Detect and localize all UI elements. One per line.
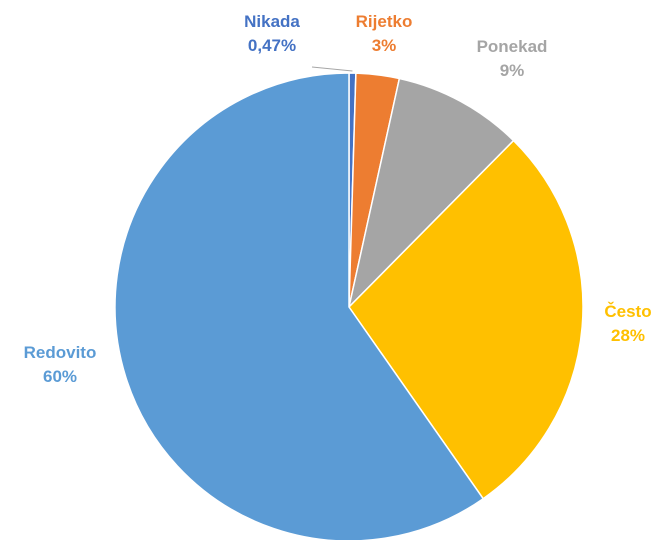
data-label-value-3: 28% (611, 326, 645, 345)
data-label-value-2: 9% (500, 61, 525, 80)
data-label-value-4: 60% (43, 367, 77, 386)
data-label-category-3: Često (604, 302, 651, 321)
leader-lines (311, 66, 353, 72)
data-label-category-4: Redovito (24, 343, 97, 362)
data-labels: Nikada 0,47% Rijetko 3% Ponekad 9% Često 28% Red… (24, 12, 652, 386)
slices-layer (114, 72, 584, 542)
data-label-value-0: 0,47% (248, 36, 296, 55)
pie-slice--esto (348, 139, 584, 500)
leader-line-nikada (311, 66, 353, 72)
data-label-category-0: Nikada (244, 12, 300, 31)
pie-slice-ponekad (347, 77, 515, 310)
data-label-category-2: Ponekad (477, 37, 548, 56)
data-label-category-1: Rijetko (356, 12, 413, 31)
data-label-value-1: 3% (372, 36, 397, 55)
